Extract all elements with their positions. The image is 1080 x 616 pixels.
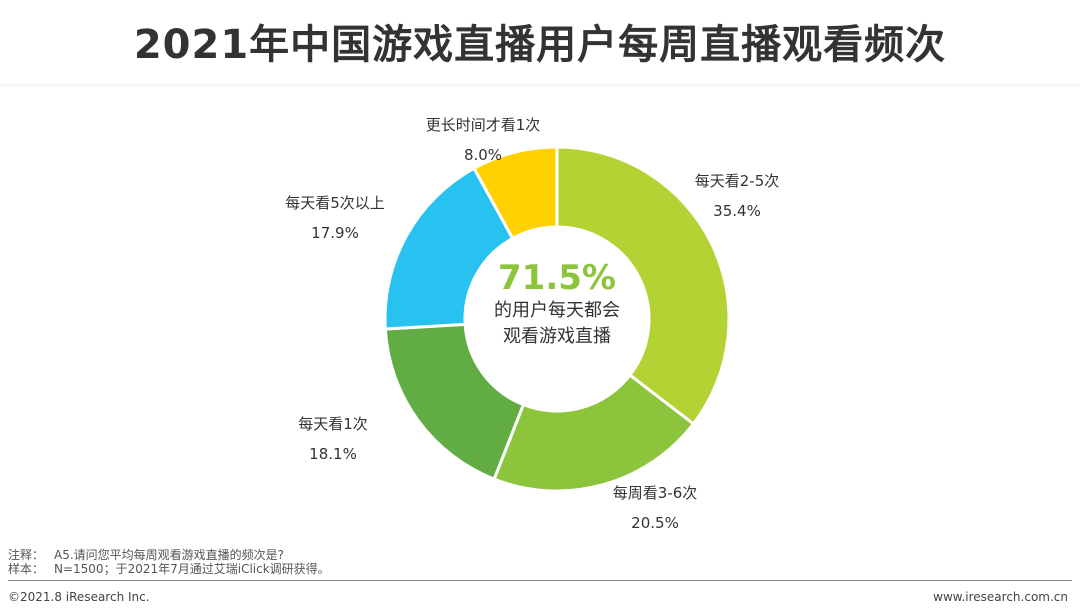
footer-divider xyxy=(8,580,1072,581)
website-link[interactable]: www.iresearch.com.cn xyxy=(933,590,1068,604)
label-slice-1: 每周看3-6次 20.5% xyxy=(595,478,715,538)
label-category: 每天看5次以上 xyxy=(285,194,385,212)
title-bar: 2021年中国游戏直播用户每周直播观看频次 xyxy=(0,0,1080,84)
label-category: 每天看1次 xyxy=(298,415,368,433)
label-value: 20.5% xyxy=(631,514,679,532)
note-label: 注释： xyxy=(8,548,45,562)
label-value: 18.1% xyxy=(309,445,357,463)
label-value: 35.4% xyxy=(713,202,761,220)
label-category: 每天看2-5次 xyxy=(694,172,780,190)
footnotes: 注释： A5.请问您平均每周观看游戏直播的频次是? 样本： N=1500；于2021… xyxy=(8,548,330,576)
label-slice-0: 每天看2-5次 35.4% xyxy=(682,166,792,226)
center-value: 71.5% xyxy=(498,258,616,298)
label-slice-2: 每天看1次 18.1% xyxy=(278,409,388,469)
slice-4 xyxy=(472,145,559,241)
center-summary: 71.5% 的用户每天都会 观看游戏直播 xyxy=(457,258,657,350)
center-text-line-2: 观看游戏直播 xyxy=(503,326,611,347)
slice-0 xyxy=(555,145,731,426)
label-value: 17.9% xyxy=(311,224,359,242)
label-category: 更长时间才看1次 xyxy=(425,116,541,134)
sample-label: 样本： xyxy=(8,562,45,576)
slice-3 xyxy=(383,166,515,331)
label-slice-4: 更长时间才看1次 8.0% xyxy=(408,110,558,170)
label-slice-3: 每天看5次以上 17.9% xyxy=(270,188,400,248)
note-row: 注释： A5.请问您平均每周观看游戏直播的频次是? xyxy=(8,548,330,562)
sample-row: 样本： N=1500；于2021年7月通过艾瑞iClick调研获得。 xyxy=(8,562,330,576)
center-text-line-1: 的用户每天都会 xyxy=(494,300,620,321)
note-text: A5.请问您平均每周观看游戏直播的频次是? xyxy=(54,548,285,562)
slice-1 xyxy=(492,372,696,493)
label-category: 每周看3-6次 xyxy=(612,484,698,502)
copyright: ©2021.8 iResearch Inc. xyxy=(8,590,150,604)
page-title: 2021年中国游戏直播用户每周直播观看频次 xyxy=(133,22,947,68)
label-value: 8.0% xyxy=(463,146,503,164)
sample-text: N=1500；于2021年7月通过艾瑞iClick调研获得。 xyxy=(54,562,330,576)
